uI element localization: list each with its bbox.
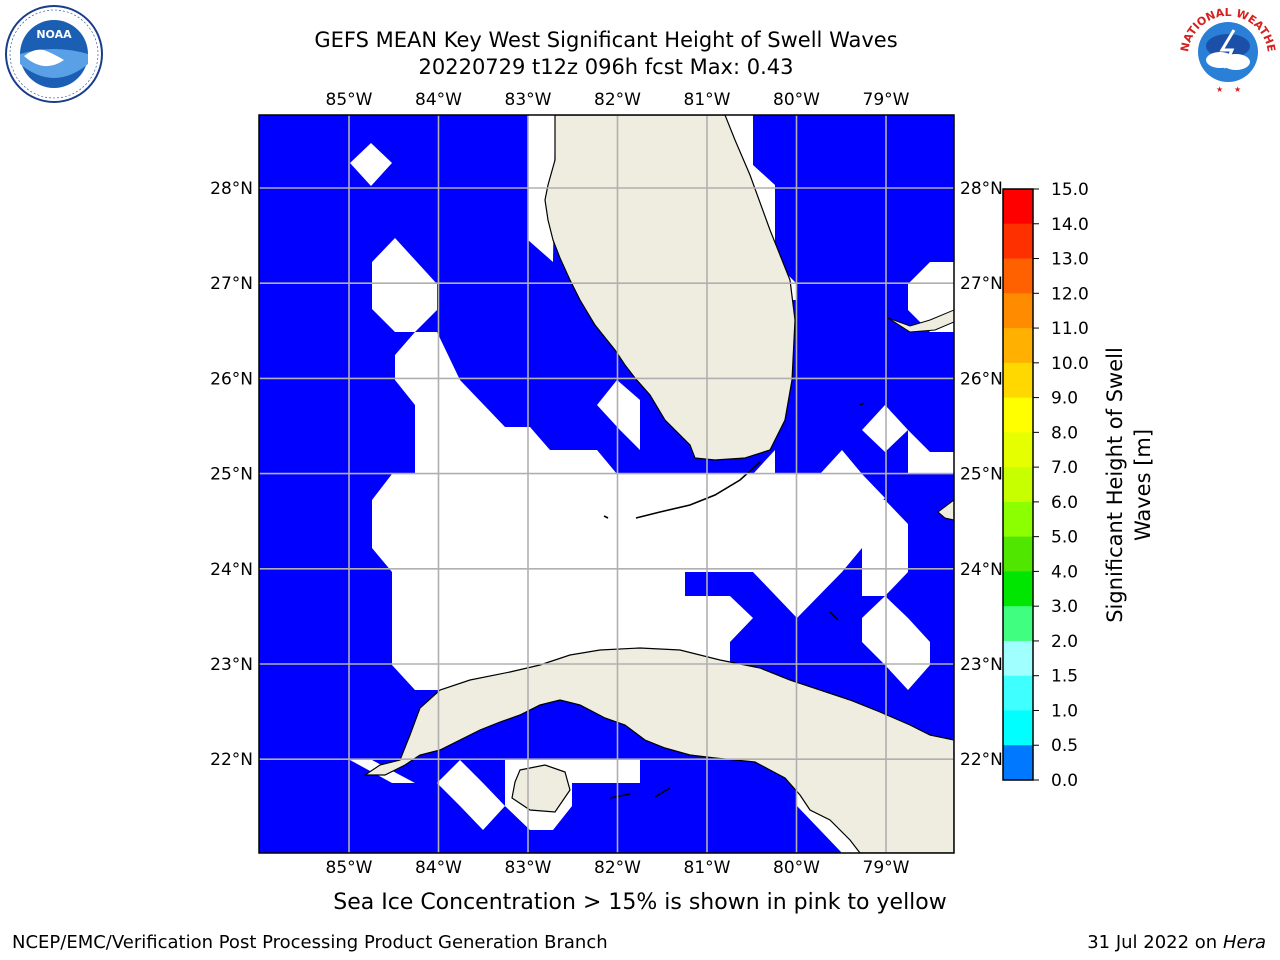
colorbar-label-line1: Significant Height of Swell [1103,347,1127,623]
lat-label-left: 27°N [210,274,253,294]
colorbar-swatch [1003,640,1033,677]
colorbar-tick-label: 0.0 [1051,771,1078,791]
colorbar-swatch [1003,745,1033,781]
colorbar-tick-label: 8.0 [1051,423,1078,443]
colorbar-swatch [1003,223,1033,260]
colorbar-swatch [1003,397,1033,433]
lon-label-bottom: 81°W [684,858,731,878]
colorbar-swatch [1003,536,1033,572]
colorbar-tick-label: 10.0 [1051,354,1089,374]
colorbar-tick-label: 14.0 [1051,215,1089,235]
florida-keys [635,461,761,519]
colorbar-tick-label: 5.0 [1051,528,1078,548]
florida-land [544,115,796,461]
lon-label-top: 80°W [773,90,820,110]
colorbar-tick-label: 12.0 [1051,284,1089,304]
lat-label-right: 23°N [960,655,1003,675]
map-area [259,115,954,853]
colorbar-tick-label: 3.0 [1051,597,1078,617]
lon-label-top: 79°W [863,90,910,110]
colorbar-tick-label: 11.0 [1051,319,1089,339]
chart-title: GEFS MEAN Key West Significant Height of… [314,28,898,52]
sea-ice-note: Sea Ice Concentration > 15% is shown in … [333,890,947,915]
colorbar-swatch [1003,328,1033,364]
lon-label-top: 83°W [505,90,552,110]
lat-label-right: 28°N [960,179,1003,199]
colorbar-frame [1002,188,1034,781]
gridlines [259,115,954,853]
colorbar-swatch [1003,501,1033,538]
colorbar-swatch [1003,432,1033,468]
lon-label-bottom: 85°W [326,858,373,878]
lon-label-bottom: 80°W [773,858,820,878]
colorbar-tick-label: 13.0 [1051,250,1089,270]
colorbar-label-line2: Waves [m] [1131,429,1155,541]
lat-label-right: 25°N [960,465,1003,485]
lat-label-left: 25°N [210,465,253,485]
bahamas-land [887,309,954,333]
colorbar-tick-label: 1.5 [1051,667,1078,687]
colorbar: 15.0 14.0 13.0 12.0 11.0 10.0 9.0 8.0 7.0 6.0 5.0 4… [1002,180,1089,791]
colorbar-swatch [1003,258,1033,294]
colorbar-swatch [1003,189,1033,225]
lat-label-left: 22°N [210,750,253,770]
chart-subtitle: 20220729 t12z 096h fcst Max: 0.43 [418,55,794,79]
lat-label-right: 26°N [960,369,1003,389]
lon-label-bottom: 83°W [505,858,552,878]
colorbar-tick-label: 9.0 [1051,389,1078,409]
svg-text:★: ★ [1234,85,1241,94]
colorbar-swatch [1003,675,1033,711]
svg-text:★: ★ [1216,85,1223,94]
noaa-logo: NOAA [5,5,103,103]
footer-date: 31 Jul 2022 on Hera [1087,932,1266,953]
colorbar-tick-label: 4.0 [1051,562,1078,582]
lon-label-bottom: 84°W [415,858,462,878]
footer-date-text: 31 Jul 2022 on [1087,932,1223,953]
nws-logo: NATIONAL WEATHER SERVICE ★ ★ [1176,0,1278,98]
lon-label-top: 82°W [594,90,641,110]
colorbar-tick-label: 0.5 [1051,736,1078,756]
footer-host: Hera [1222,932,1266,953]
lat-label-right: 24°N [960,560,1003,580]
lat-label-left: 28°N [210,179,253,199]
colorbar-swatch [1003,293,1033,329]
lat-label-left: 23°N [210,655,253,675]
lat-label-left: 26°N [210,369,253,389]
colorbar-tick-label: 7.0 [1051,458,1078,478]
colorbar-tick-label: 1.0 [1051,701,1078,721]
colorbar-tick-label: 15.0 [1051,180,1089,200]
lat-label-right: 22°N [960,750,1003,770]
lon-label-top: 85°W [326,90,373,110]
lon-label-top: 81°W [684,90,731,110]
colorbar-swatch [1003,362,1033,399]
isla-de-la-juventud [511,764,571,813]
noaa-logo-text: NOAA [36,28,72,41]
colorbar-tick-label: 2.0 [1051,632,1078,652]
colorbar-swatch [1003,467,1033,503]
lon-label-bottom: 79°W [863,858,910,878]
footer-credit: NCEP/EMC/Verification Post Processing Pr… [12,932,608,953]
map-frame [258,114,955,854]
colorbar-swatch [1003,571,1033,607]
lon-label-bottom: 82°W [594,858,641,878]
colorbar-swatch [1003,606,1033,642]
colorbar-tick-label: 6.0 [1051,493,1078,513]
lat-label-right: 27°N [960,274,1003,294]
lat-label-left: 24°N [210,560,253,580]
colorbar-swatch [1003,710,1033,746]
lon-label-top: 84°W [415,90,462,110]
